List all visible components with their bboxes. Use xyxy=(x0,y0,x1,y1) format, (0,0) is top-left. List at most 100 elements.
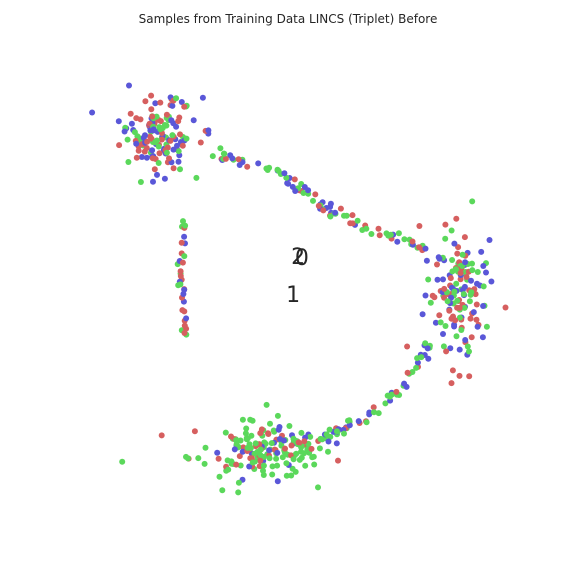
scatter-point xyxy=(180,218,186,225)
scatter-point xyxy=(311,461,318,468)
scatter-point xyxy=(243,425,250,432)
scatter-point xyxy=(422,245,429,252)
scatter-point xyxy=(437,319,444,326)
scatter-point xyxy=(128,120,135,127)
scatter-point xyxy=(442,323,449,329)
scatter-point xyxy=(125,159,132,165)
scatter-point xyxy=(233,461,240,468)
scatter-point xyxy=(260,472,267,478)
scatter-point xyxy=(257,457,264,464)
scatter-point xyxy=(140,134,147,141)
scatter-point xyxy=(298,454,305,461)
scatter-point xyxy=(133,154,140,161)
scatter-point xyxy=(269,463,276,470)
scatter-point xyxy=(467,315,474,322)
scatter-point xyxy=(193,174,200,181)
scatter-point xyxy=(149,155,156,162)
scatter-point xyxy=(175,158,182,165)
scatter-point xyxy=(274,478,281,485)
scatter-point xyxy=(366,409,373,416)
scatter-point xyxy=(456,346,463,353)
scatter-point xyxy=(443,348,450,355)
scatter-point xyxy=(150,126,157,133)
scatter-point xyxy=(452,266,459,273)
scatter-point xyxy=(237,462,244,469)
scatter-point xyxy=(181,322,188,329)
scatter-point xyxy=(468,334,475,341)
scatter-point xyxy=(325,438,332,445)
scatter-point xyxy=(301,450,307,457)
scatter-point xyxy=(470,309,477,316)
scatter-point xyxy=(151,166,158,173)
scatter-point xyxy=(434,261,440,268)
scatter-point xyxy=(317,436,324,442)
scatter-point xyxy=(244,435,251,442)
scatter-point xyxy=(166,155,172,162)
scatter-point xyxy=(182,222,189,229)
scatter-point xyxy=(375,225,382,232)
scatter-point xyxy=(386,393,393,400)
scatter-point xyxy=(315,484,321,491)
scatter-point xyxy=(274,412,281,419)
scatter-point xyxy=(416,223,423,229)
scatter-point xyxy=(444,298,451,305)
scatter-point xyxy=(231,446,238,453)
scatter-point xyxy=(235,489,242,496)
scatter-point xyxy=(418,354,425,361)
scatter-point xyxy=(371,409,377,416)
scatter-point xyxy=(413,364,420,371)
scatter-point xyxy=(458,327,465,333)
scatter-point xyxy=(474,269,481,275)
scatter-point xyxy=(181,330,188,336)
scatter-point xyxy=(432,319,439,326)
scatter-point xyxy=(301,438,308,445)
scatter-point xyxy=(163,111,170,118)
scatter-point xyxy=(425,355,432,362)
scatter-point xyxy=(174,142,180,149)
scatter-point xyxy=(235,156,242,163)
scatter-point xyxy=(453,333,460,340)
scatter-point xyxy=(178,99,185,105)
scatter-point xyxy=(270,427,277,434)
scatter-point xyxy=(219,487,226,494)
scatter-point xyxy=(478,248,485,255)
scatter-point xyxy=(453,215,460,222)
scatter-point xyxy=(177,268,184,275)
scatter-point xyxy=(282,445,288,452)
chart-title: Samples from Training Data LINCS (Triple… xyxy=(139,12,438,26)
scatter-point xyxy=(436,312,443,319)
scatter-point xyxy=(449,257,456,263)
scatter-point xyxy=(436,255,443,262)
scatter-point xyxy=(274,449,281,456)
scatter-point xyxy=(459,251,466,258)
scatter-point xyxy=(152,139,159,146)
scatter-point xyxy=(309,454,316,461)
scatter-point xyxy=(236,453,243,460)
scatter-point xyxy=(221,150,228,157)
scatter-point xyxy=(181,286,188,293)
scatter-point xyxy=(401,236,408,243)
scatter-point xyxy=(451,323,458,330)
scatter-point xyxy=(169,132,176,139)
scatter-point xyxy=(181,233,188,240)
scatter-point xyxy=(292,188,299,194)
scatter-point xyxy=(235,479,242,486)
scatter-point xyxy=(473,301,480,308)
scatter-point xyxy=(461,283,468,290)
scatter-point xyxy=(480,263,487,269)
scatter-point xyxy=(447,275,454,282)
scatter-point xyxy=(242,430,249,437)
scatter-point xyxy=(157,99,164,106)
scatter-point xyxy=(486,237,493,243)
scatter-point xyxy=(448,380,455,387)
scatter-point xyxy=(441,285,448,292)
scatter-point xyxy=(469,198,476,205)
scatter-point xyxy=(440,331,446,337)
annotations: 20 1 xyxy=(286,245,309,308)
scatter-point xyxy=(468,289,475,296)
scatter-point xyxy=(376,232,383,239)
scatter-point xyxy=(148,106,155,113)
scatter-point xyxy=(149,147,156,154)
scatter-point xyxy=(185,455,191,462)
scatter-point xyxy=(345,417,351,424)
